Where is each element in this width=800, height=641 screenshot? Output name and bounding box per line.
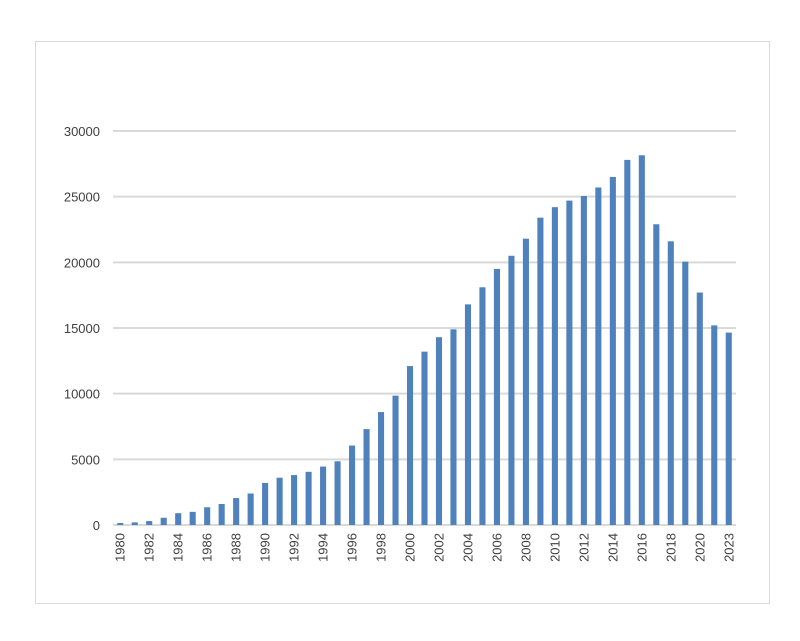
bar-1994 — [320, 467, 326, 525]
bars — [117, 155, 732, 525]
x-tick-label: 1998 — [374, 533, 389, 562]
x-tick-label: 1980 — [113, 533, 128, 562]
y-tick-label: 30000 — [64, 124, 100, 139]
bar-2012 — [581, 196, 587, 525]
bar-1987 — [219, 504, 225, 525]
bar-2002 — [436, 337, 442, 525]
x-tick-label: 1988 — [229, 533, 244, 562]
bar-2021 — [711, 325, 717, 525]
x-tick-label: 2016 — [634, 533, 649, 562]
bar-2009 — [537, 218, 543, 525]
x-tick-label: 2023 — [721, 533, 736, 562]
bar-2004 — [465, 304, 471, 525]
bar-2019 — [682, 262, 688, 525]
x-tick-label: 1982 — [142, 533, 157, 562]
y-tick-label: 0 — [93, 518, 100, 533]
x-tick-label: 2010 — [547, 533, 562, 562]
y-tick-label: 15000 — [64, 321, 100, 336]
bar-1983 — [161, 518, 167, 525]
bar-2018 — [668, 241, 674, 525]
x-tick-label: 2000 — [403, 533, 418, 562]
y-tick-label: 10000 — [64, 387, 100, 402]
bar-1990 — [262, 483, 268, 525]
bar-2017 — [653, 224, 659, 525]
bar-1980 — [117, 523, 123, 525]
x-tick-label: 2012 — [576, 533, 591, 562]
bar-2000 — [407, 366, 413, 525]
x-tick-label: 1986 — [200, 533, 215, 562]
bar-1992 — [291, 475, 297, 525]
bar-2010 — [552, 207, 558, 525]
x-tick-label: 2020 — [692, 533, 707, 562]
x-tick-label: 1992 — [287, 533, 302, 562]
bar-1988 — [233, 498, 239, 525]
bar-2007 — [508, 256, 514, 525]
bar-2011 — [566, 201, 572, 525]
bar-2013 — [595, 187, 601, 525]
bar-1984 — [175, 513, 181, 525]
bar-2008 — [523, 239, 529, 525]
y-tick-label: 25000 — [64, 190, 100, 205]
bar-2006 — [494, 269, 500, 525]
y-tick-label: 20000 — [64, 255, 100, 270]
bar-1999 — [392, 396, 398, 525]
bar-2003 — [450, 329, 456, 525]
x-tick-label: 1984 — [171, 533, 186, 562]
x-tick-label: 2008 — [518, 533, 533, 562]
chart-frame: 0 5000 10000 15000 20000 25000 30000 1980 1982 1… — [35, 41, 770, 604]
bar-2001 — [421, 352, 427, 525]
bar-1993 — [306, 472, 312, 525]
bar-1981 — [132, 522, 138, 525]
bar-1995 — [335, 461, 341, 525]
x-tick-label: 2014 — [605, 533, 620, 562]
bar-1991 — [277, 478, 283, 525]
bar-2014 — [610, 177, 616, 525]
bar-1998 — [378, 412, 384, 525]
x-tick-label: 2002 — [431, 533, 446, 562]
bar-2020 — [697, 293, 703, 525]
bar-2016 — [639, 155, 645, 525]
bar-1986 — [204, 507, 210, 525]
bar-1997 — [364, 429, 370, 525]
bar-2005 — [479, 287, 485, 525]
bar-1989 — [248, 493, 254, 525]
bar-2023 — [726, 333, 732, 525]
bar-1996 — [349, 446, 355, 525]
x-tick-label: 2006 — [489, 533, 504, 562]
x-tick-label: 1996 — [345, 533, 360, 562]
bar-1985 — [190, 512, 196, 525]
bar-1982 — [146, 521, 152, 525]
bar-2015 — [624, 160, 630, 525]
y-tick-label: 5000 — [71, 452, 100, 467]
x-tick-label: 1994 — [316, 533, 331, 562]
x-tick-label: 2004 — [460, 533, 475, 562]
x-tick-label: 2018 — [663, 533, 678, 562]
y-axis-ticks: 0 5000 10000 15000 20000 25000 30000 — [64, 124, 100, 533]
x-axis-ticks: 1980 1982 1984 1986 1988 1990 1992 1994 1996 1998… — [113, 533, 737, 562]
x-tick-label: 1990 — [258, 533, 273, 562]
